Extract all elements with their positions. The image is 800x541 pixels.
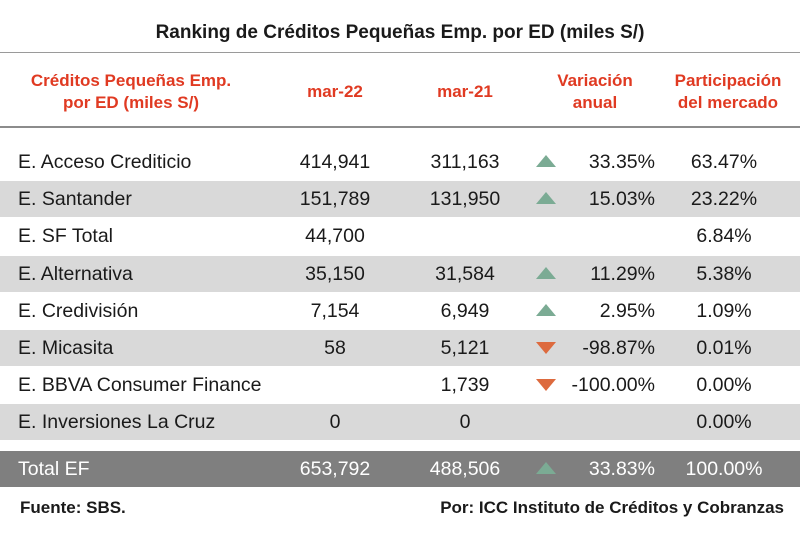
header-name-line1: Créditos Pequeñas Emp. xyxy=(30,71,232,90)
trend-empty xyxy=(536,218,556,254)
source-note: Fuente: SBS. xyxy=(20,498,126,517)
header-name: Créditos Pequeñas Emp. por ED (miles S/) xyxy=(0,60,262,124)
row-mar22 xyxy=(280,367,390,403)
table-header: Créditos Pequeñas Emp. por ED (miles S/)… xyxy=(0,60,800,124)
total-name: Total EF xyxy=(18,458,90,480)
row-share: 6.84% xyxy=(696,225,752,248)
table-row: E. Acceso Crediticio 414,941 311,163 33.35%… xyxy=(0,144,800,180)
header-mar22: mar-22 xyxy=(307,82,363,101)
total-mar22: 653,792 xyxy=(299,458,371,480)
row-mar21 xyxy=(410,218,520,254)
row-variation: 11.29% xyxy=(590,262,655,285)
top-divider xyxy=(0,52,800,53)
table-row: E. Alternativa 35,150 31,584 11.29% 5.38% xyxy=(0,255,800,292)
row-variation: 2.95% xyxy=(599,299,655,322)
row-share: 5.38% xyxy=(696,262,752,285)
row-mar21: 131,950 xyxy=(429,188,501,211)
row-variation xyxy=(560,404,655,440)
row-mar22: 44,700 xyxy=(305,225,365,248)
row-variation: 33.35% xyxy=(588,151,655,173)
row-variation: 15.03% xyxy=(588,188,655,211)
row-mar22: 151,789 xyxy=(299,188,371,211)
header-variation: Variación anual xyxy=(530,60,660,124)
trend-up-icon xyxy=(536,256,556,292)
table-row: E. Inversiones La Cruz 0 0 0.00% xyxy=(0,404,800,441)
row-variation: -98.87% xyxy=(582,337,655,359)
total-variation: 33.83% xyxy=(588,458,655,480)
table-row: E. Santander 151,789 131,950 15.03% 23.22% xyxy=(0,181,800,218)
header-divider xyxy=(0,126,800,128)
row-variation xyxy=(560,218,655,254)
trend-down-icon xyxy=(536,367,556,403)
row-mar21: 1,739 xyxy=(440,374,490,397)
trend-up-icon xyxy=(536,293,556,329)
row-mar22: 7,154 xyxy=(310,299,360,322)
row-name: E. Alternativa xyxy=(18,262,133,285)
header-variation-line1: Variación xyxy=(557,71,633,90)
row-share: 0.00% xyxy=(696,411,752,434)
row-name: E. Credivisión xyxy=(18,299,139,322)
trend-up-icon xyxy=(536,181,556,217)
row-share: 23.22% xyxy=(690,188,758,211)
trend-up-icon xyxy=(536,144,556,180)
row-share: 0.01% xyxy=(696,337,752,359)
trend-up-icon xyxy=(536,451,556,487)
header-variation-line2: anual xyxy=(572,93,618,112)
trend-empty xyxy=(536,404,556,440)
row-mar21: 6,949 xyxy=(440,299,490,322)
table-title: Ranking de Créditos Pequeñas Emp. por ED… xyxy=(155,22,645,43)
trend-down-icon xyxy=(536,330,556,366)
header-mar21: mar-21 xyxy=(437,82,493,101)
row-variation: -100.00% xyxy=(571,374,655,397)
row-name: E. SF Total xyxy=(18,225,114,248)
row-share: 0.00% xyxy=(696,374,752,397)
row-share: 1.09% xyxy=(696,299,752,322)
header-share-line1: Participación xyxy=(674,71,782,90)
header-share: Participación del mercado xyxy=(660,60,796,124)
author-note: Por: ICC Instituto de Créditos y Cobranz… xyxy=(440,498,784,517)
total-share: 100.00% xyxy=(685,458,763,480)
row-mar21: 31,584 xyxy=(435,262,495,285)
row-name: E. Micasita xyxy=(18,337,114,359)
row-mar22: 35,150 xyxy=(305,262,365,285)
header-name-line2: por ED (miles S/) xyxy=(62,93,200,112)
row-share: 63.47% xyxy=(690,151,758,173)
row-name: E. Inversiones La Cruz xyxy=(18,411,216,434)
row-mar21: 5,121 xyxy=(440,337,490,359)
row-mar21: 0 xyxy=(459,411,471,434)
total-mar21: 488,506 xyxy=(429,458,501,480)
row-mar22: 0 xyxy=(329,411,341,434)
total-row: Total EF 653,792 488,506 33.83% 100.00% xyxy=(0,451,800,487)
header-share-line2: del mercado xyxy=(677,93,779,112)
row-mar22: 414,941 xyxy=(299,151,371,173)
row-mar22: 58 xyxy=(324,337,346,359)
table-row: E. Micasita 58 5,121 -98.87% 0.01% xyxy=(0,330,800,366)
row-name: E. Acceso Crediticio xyxy=(18,151,192,173)
table-row: E. SF Total 44,700 6.84% xyxy=(0,218,800,254)
row-name: E. BBVA Consumer Finance xyxy=(18,374,262,397)
row-name: E. Santander xyxy=(18,188,132,211)
row-mar21: 311,163 xyxy=(430,151,500,173)
table-row: E. Credivisión 7,154 6,949 2.95% 1.09% xyxy=(0,293,800,329)
table-row: E. BBVA Consumer Finance 1,739 -100.00% 0.0… xyxy=(0,367,800,403)
